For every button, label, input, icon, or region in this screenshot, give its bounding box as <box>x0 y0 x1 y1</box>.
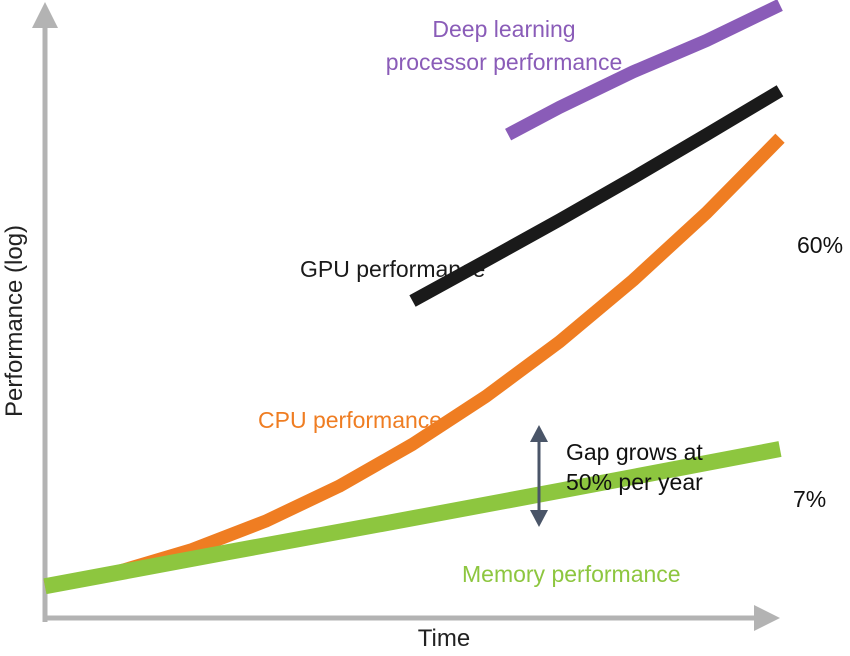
dl-label-line-2: processor performance <box>386 49 623 75</box>
gap-annotation-line-1: Gap grows at <box>566 439 703 465</box>
memory-series-line <box>43 441 782 595</box>
x-axis-arrowhead <box>754 605 780 631</box>
y-axis-title: Performance (log) <box>1 225 28 417</box>
y-axis-arrowhead <box>32 2 58 28</box>
series-layer <box>43 0 785 595</box>
dl-series-line <box>505 0 783 141</box>
axes <box>32 2 780 631</box>
x-axis-title: Time <box>418 625 470 652</box>
gpu-series-line <box>409 85 784 307</box>
dl-label-line-1: Deep learning <box>432 16 575 42</box>
gap-annotation-line-2: 50% per year <box>566 469 703 495</box>
gap-arrow-head-top <box>530 425 548 442</box>
cpu-growth-rate-label: 60% <box>797 232 843 258</box>
memory-growth-rate-label: 7% <box>793 486 826 512</box>
gpu-label: GPU performance <box>300 256 485 282</box>
gap-annotation: Gap grows at 50% per year <box>530 425 703 527</box>
memory-label: Memory performance <box>462 561 681 587</box>
cpu-label: CPU performance <box>258 407 442 433</box>
gap-arrow-head-bottom <box>530 510 548 527</box>
